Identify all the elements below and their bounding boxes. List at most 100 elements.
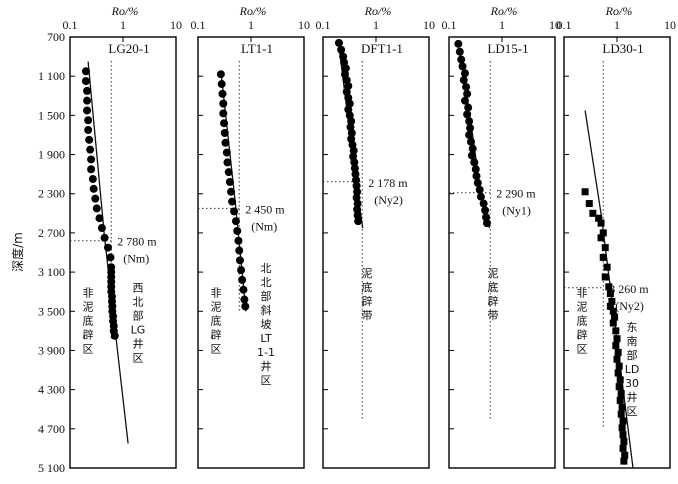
y-tick-label: 5 100 bbox=[38, 461, 65, 475]
break-depth-label: 2 450 m bbox=[245, 202, 285, 216]
data-point bbox=[353, 199, 362, 208]
data-point bbox=[110, 331, 119, 340]
data-point bbox=[238, 275, 247, 284]
data-point bbox=[81, 67, 90, 76]
data-point bbox=[615, 362, 623, 370]
data-point bbox=[601, 244, 609, 252]
data-point bbox=[463, 89, 472, 98]
data-point bbox=[617, 390, 625, 398]
panel-title: LT1-1 bbox=[241, 41, 273, 56]
panel-title: DFT1-1 bbox=[361, 41, 403, 56]
x-tick-label: 0.1 bbox=[557, 18, 572, 32]
data-point bbox=[589, 209, 597, 217]
data-point bbox=[81, 77, 90, 86]
zone-label-right: 北北部斜坡 LT 1-1 井区 bbox=[257, 262, 275, 387]
data-point bbox=[350, 158, 359, 167]
data-point bbox=[217, 80, 226, 89]
zone-label-left: 非泥底辟区 bbox=[83, 287, 94, 356]
data-point bbox=[224, 168, 233, 177]
data-point bbox=[619, 444, 627, 452]
zone-label-right: 西北部 LG 井区 bbox=[131, 282, 146, 365]
data-point bbox=[225, 177, 234, 186]
data-point bbox=[87, 165, 96, 174]
data-point bbox=[235, 246, 244, 255]
break-depth-label: 3 260 m bbox=[609, 282, 649, 296]
panel-3: 0.1 1 10 Ro/% LD15-1 2 290 m (Ny1) 泥底辟带 bbox=[442, 4, 561, 469]
x-tick-label: 1 bbox=[248, 18, 254, 32]
data-point bbox=[103, 243, 112, 252]
x-tick-label: 10 bbox=[170, 18, 182, 32]
data-point bbox=[237, 266, 246, 275]
data-point bbox=[221, 138, 230, 147]
data-point bbox=[353, 187, 362, 196]
y-tick-label: 2 300 bbox=[38, 187, 65, 201]
data-point bbox=[481, 206, 490, 215]
data-point bbox=[231, 217, 240, 226]
y-tick-label: 1 500 bbox=[38, 108, 65, 122]
data-point bbox=[83, 86, 92, 95]
data-point bbox=[616, 376, 624, 384]
data-point bbox=[475, 185, 484, 194]
data-point bbox=[614, 348, 622, 356]
data-point bbox=[620, 438, 628, 446]
data-point bbox=[216, 70, 225, 79]
data-point bbox=[466, 137, 475, 146]
panel-4: 0.1 1 10 Ro/% LD30-1 3 260 m (Ny2) 非泥底辟区 东南部 LD 30… bbox=[557, 4, 676, 469]
data-point bbox=[468, 144, 477, 153]
break-depth-label: 2 780 m bbox=[117, 235, 157, 249]
data-point bbox=[334, 38, 343, 47]
data-point bbox=[352, 176, 361, 185]
strata-label: (Nm) bbox=[251, 219, 277, 233]
data-point bbox=[219, 109, 228, 118]
data-point bbox=[620, 457, 628, 465]
data-point bbox=[228, 197, 237, 206]
panel-frame bbox=[197, 36, 305, 469]
data-point bbox=[88, 175, 97, 184]
break-depth-label: 2 178 m bbox=[368, 176, 408, 190]
data-point bbox=[349, 146, 358, 155]
data-point bbox=[612, 342, 620, 350]
data-point bbox=[353, 205, 362, 214]
data-point bbox=[597, 234, 605, 242]
x-axis-label: Ro/% bbox=[111, 4, 139, 18]
x-tick-label: 10 bbox=[423, 18, 435, 32]
y-tick-label: 3 500 bbox=[38, 304, 65, 318]
data-point bbox=[476, 192, 485, 201]
data-point bbox=[605, 283, 613, 291]
data-point bbox=[85, 135, 94, 144]
data-point bbox=[353, 211, 362, 220]
y-tick-label: 4 300 bbox=[38, 383, 65, 397]
y-tick-label: 700 bbox=[47, 30, 65, 44]
data-point bbox=[227, 187, 236, 196]
data-point bbox=[613, 355, 621, 363]
panel-1: 0.1 1 10 Ro/% LT1-1 2 450 m (Nm) 非泥底辟区 北北部斜坡 LT 1-… bbox=[191, 4, 310, 469]
data-point bbox=[460, 96, 469, 105]
data-point bbox=[472, 172, 481, 181]
data-point bbox=[84, 116, 93, 125]
x-tick-label: 0.1 bbox=[191, 18, 206, 32]
data-point bbox=[614, 369, 622, 377]
data-point bbox=[599, 229, 607, 237]
zone-label-left: 非泥底辟区 bbox=[211, 287, 222, 356]
data-point bbox=[606, 302, 614, 310]
data-point bbox=[235, 256, 244, 265]
x-tick-label: 10 bbox=[664, 18, 676, 32]
data-point bbox=[84, 126, 93, 135]
strata-label: (Nm) bbox=[123, 252, 149, 266]
data-point bbox=[83, 96, 92, 105]
strata-label: (Ny2) bbox=[615, 299, 644, 313]
x-tick-label: 0.1 bbox=[442, 18, 457, 32]
data-point bbox=[619, 431, 627, 439]
data-point bbox=[460, 69, 469, 78]
x-tick-label: 1 bbox=[120, 18, 126, 32]
panel-0: 0.1 1 10 Ro/% LG20-1 2 780 m (Nm) 非泥底辟区 西北部 LG 井区 bbox=[63, 4, 182, 469]
data-point bbox=[234, 236, 243, 245]
data-point bbox=[241, 302, 250, 311]
x-tick-label: 1 bbox=[373, 18, 379, 32]
data-point bbox=[347, 128, 356, 137]
data-point bbox=[603, 263, 611, 271]
data-point bbox=[479, 199, 488, 208]
data-point bbox=[459, 76, 468, 85]
data-point bbox=[240, 295, 249, 304]
